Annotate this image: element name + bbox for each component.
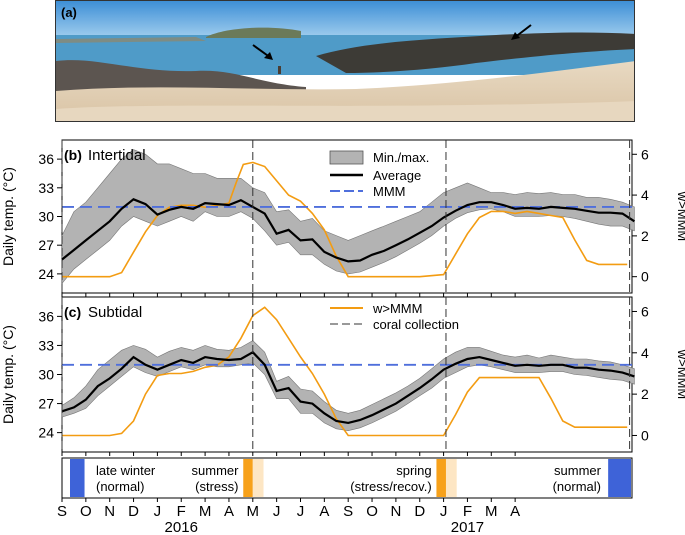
average-line [61,198,635,263]
season-bar: late winter(normal)summer(stress)spring(… [61,457,633,499]
y-tick-label-left: 30 [38,209,54,225]
y-tick-label-right: 0 [641,427,649,443]
y-tick-label-right: 6 [641,303,649,319]
x-tick-label: A [510,503,520,520]
y-axis-label-left: Daily temp. (°C) [0,325,16,424]
season-late-winter-block [70,459,85,497]
y-axis-label-left: Daily temp. (°C) [0,167,16,266]
y-tick-label-left: 27 [38,237,54,253]
season-label: summer [192,463,240,478]
year-label: 2016 [165,519,198,535]
x-tick-label: A [224,503,234,520]
x-tick-label: M [199,503,212,520]
y-tick-label-left: 36 [38,308,54,324]
coastline-illustration [56,1,634,121]
x-tick-label: N [104,503,115,520]
panel-title: Subtidal [88,304,142,321]
panel-label: (c) [64,304,81,320]
x-tick-label: J [297,503,305,520]
legend-wmmm-label: w>MMM [372,301,422,316]
season-spring-stress-block [436,459,446,497]
season-summer-light-block [252,459,264,497]
y-tick-label-left: 24 [38,425,54,441]
panel-label: (b) [64,147,82,163]
y-tick-label-right: 4 [641,187,649,203]
x-tick-label: S [343,503,353,520]
average-line [61,350,635,425]
season-sublabel: (normal) [553,479,601,494]
x-tick-label: D [128,503,139,520]
x-tick-label: M [485,503,498,520]
y-tick-label-left: 30 [38,367,54,383]
x-tick-label: S [57,503,67,520]
x-tick-label: J [440,503,448,520]
x-tick-label: F [177,503,186,520]
y-tick-label-left: 33 [38,337,54,353]
minmax-band [61,340,635,432]
y-tick-label-left: 27 [38,396,54,412]
y-tick-label-left: 24 [38,266,54,282]
season-summer-normal-block [608,459,631,497]
x-tick-label: A [319,503,329,520]
y-axis-label-right: w>MMM [675,349,685,399]
season-sublabel: (stress/recov.) [350,479,431,494]
x-tick-label: M [247,503,260,520]
legend-coral-label: coral collection [373,317,459,332]
y-axis-label-right: w>MMM [675,191,685,241]
season-label: summer [554,463,602,478]
x-tick-label: O [366,503,378,520]
wmmm-line [62,306,628,437]
y-tick-label-right: 4 [641,345,649,361]
y-tick-label-right: 0 [641,269,649,285]
x-tick-label: F [463,503,472,520]
season-sublabel: (stress) [195,479,238,494]
person-icon [278,66,281,74]
y-tick-label-left: 36 [38,151,54,167]
y-tick-label-left: 33 [38,180,54,196]
legend-average-label: Average [373,168,421,183]
y-tick-label-right: 6 [641,146,649,162]
season-label: late winter [96,463,156,478]
x-tick-label: O [80,503,92,520]
x-tick-label: J [273,503,281,520]
season-spring-light-block [445,459,457,497]
y-tick-label-right: 2 [641,386,649,402]
field-site-photo: (a) [55,0,635,122]
x-tick-label: J [154,503,162,520]
panel-a-label: (a) [61,5,77,20]
season-summer-stress-block [243,459,253,497]
legend-mmm-label: MMM [373,184,406,199]
year-label: 2017 [451,519,484,535]
panel-title: Intertidal [88,147,146,164]
y-tick-label-right: 2 [641,228,649,244]
x-tick-label: D [414,503,425,520]
season-label: spring [396,463,431,478]
legend-minmax-label: Min./max. [373,150,429,165]
legend-minmax-swatch [329,150,364,165]
season-sublabel: (normal) [96,479,144,494]
season-bar-frame [61,457,633,499]
minmax-band [61,149,635,285]
x-tick-label: N [390,503,401,520]
